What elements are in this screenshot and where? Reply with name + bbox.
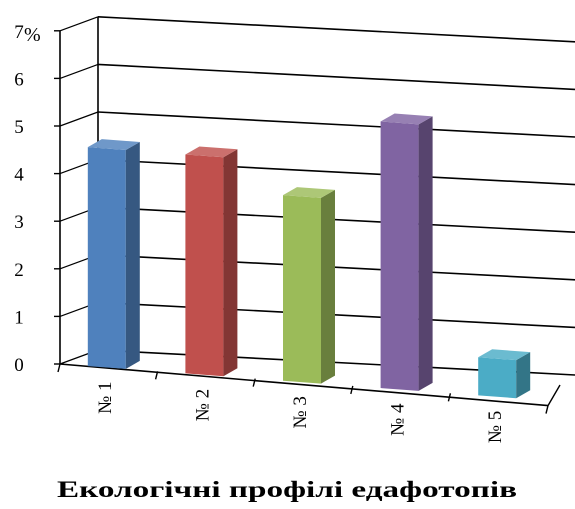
x-tick-label-4: № 4 [388, 403, 409, 436]
bars [87, 113, 531, 399]
bar-top-5 [478, 349, 531, 361]
bar-side-1 [125, 141, 140, 369]
x-tick-mark-end [545, 405, 549, 414]
x-tick-label-5: № 5 [485, 411, 506, 443]
x-tick-mark-1 [154, 371, 159, 380]
gridline-6 [97, 63, 575, 91]
bar-5 [478, 349, 531, 399]
bar-top-3 [283, 187, 335, 198]
bar-4 [380, 113, 433, 391]
x-tick-mark-2 [252, 378, 256, 387]
y-axis-unit-label: % [24, 24, 41, 46]
bar-top-4 [380, 113, 433, 125]
bar-side-4 [418, 116, 433, 391]
y-tick-label-4: 4 [14, 165, 24, 186]
bar-top-1 [87, 139, 140, 150]
gridline-1 [97, 301, 575, 329]
y-tick-label-5: 5 [14, 117, 24, 138]
gridline-3 [97, 206, 575, 233]
y-tick-label-2: 2 [14, 260, 24, 281]
x-tick-mark-3 [350, 385, 354, 395]
x-tick-label-2: № 2 [192, 389, 213, 421]
x-axis-right-edge [547, 384, 561, 406]
x-tick-mark-4 [447, 393, 452, 402]
x-tick-label-1: № 1 [95, 382, 116, 414]
y-tick-label-6: 6 [14, 69, 24, 90]
gridline-2 [97, 254, 575, 281]
sidewall-line-6 [59, 63, 99, 79]
gridline-5 [97, 111, 575, 138]
bar-side-3 [321, 189, 335, 384]
y-tick-label-0: 0 [14, 355, 24, 376]
bar-front-1 [87, 147, 126, 369]
gridlines [59, 16, 575, 376]
bar-top-2 [185, 146, 238, 158]
y-tick-label-3: 3 [14, 212, 24, 233]
y-tick-label-1: 1 [14, 307, 24, 328]
bar-1 [87, 139, 140, 369]
labels: % Екологічні профілі едафотопів 0 1 2 3 4 5 6 7… [14, 22, 517, 502]
x-axis-line [59, 363, 549, 407]
bar-front-2 [185, 154, 224, 377]
bar-side-5 [516, 352, 531, 399]
bar-front-4 [380, 121, 419, 391]
y-tick-label-7: 7 [14, 22, 24, 43]
gridline-7 [97, 16, 575, 43]
x-tick-label-3: № 3 [290, 396, 311, 428]
bar-side-2 [223, 149, 238, 377]
x-tick-mark-0 [57, 363, 61, 373]
sidewall-line-7 [59, 16, 99, 32]
x-axis-title: Екологічні профілі едафотопів [57, 477, 517, 502]
bar-2 [185, 146, 238, 377]
bar-front-5 [478, 357, 517, 399]
bar-front-3 [283, 195, 321, 384]
gridline-4 [97, 158, 575, 186]
sidewall-line-5 [59, 111, 99, 127]
bar-3 [283, 187, 335, 384]
